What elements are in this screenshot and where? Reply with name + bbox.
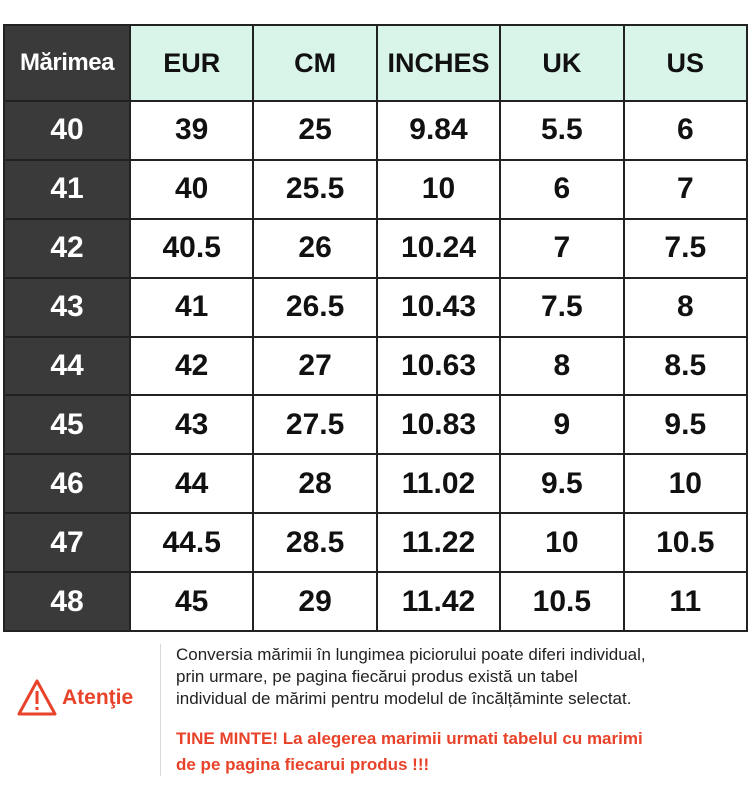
table-cell: 7 <box>499 217 625 279</box>
table-row: 46 44 28 11.02 9.5 10 <box>3 453 749 515</box>
table-cell: 25.5 <box>252 158 378 220</box>
table-cell: 10.83 <box>375 394 502 456</box>
table-cell: 45 <box>128 571 255 632</box>
table-row: 47 44.5 28.5 11.22 10 10.5 <box>3 512 749 573</box>
table-cell: 11.22 <box>375 512 502 573</box>
warning-line: de pe pagina fiecarui produs !!! <box>176 755 430 774</box>
header-cell-eur: EUR <box>128 24 255 102</box>
table-row: 45 43 27.5 10.83 9 9.5 <box>3 394 749 456</box>
table-cell: 28.5 <box>252 512 378 573</box>
table-cell: 10.5 <box>622 512 749 573</box>
table-cell: 9.5 <box>499 453 625 515</box>
row-size-cell: 47 <box>3 512 131 573</box>
table-cell: 40.5 <box>128 217 255 279</box>
attention-block: Atenţie <box>16 678 133 718</box>
warning-triangle-icon <box>17 679 57 716</box>
table-cell: 25 <box>252 100 378 161</box>
table-cell: 44.5 <box>128 512 255 573</box>
table-cell: 10.63 <box>375 335 502 397</box>
table-cell: 7 <box>622 158 749 220</box>
attention-label: Atenţie <box>62 686 134 709</box>
notice-text: Conversia mărimii în lungimea piciorului… <box>176 644 746 710</box>
table-row: 48 45 29 11.42 10.5 11 <box>3 571 749 632</box>
row-size-cell: 43 <box>3 276 131 338</box>
table-cell: 43 <box>128 394 255 456</box>
table-cell: 6 <box>622 100 749 161</box>
table-cell: 10 <box>375 158 502 220</box>
table-row: 41 40 25.5 10 6 7 <box>3 158 749 220</box>
table-row: 43 41 26.5 10.43 7.5 8 <box>3 276 749 338</box>
notice-line: individual de mărimi pentru modelul de î… <box>176 689 632 708</box>
table-cell: 8.5 <box>622 335 749 397</box>
row-size-cell: 46 <box>3 453 131 515</box>
table-cell: 10.5 <box>499 571 625 632</box>
table-body: 40 39 25 9.84 5.5 6 41 40 25.5 10 6 7 42 40.5 26 10.24 7… <box>3 100 749 632</box>
table-cell: 7.5 <box>622 217 749 279</box>
table-cell: 26.5 <box>252 276 378 338</box>
table-cell: 10.43 <box>375 276 502 338</box>
table-row: 44 42 27 10.63 8 8.5 <box>3 335 749 397</box>
notice-divider <box>160 644 161 776</box>
table-header-row: Mărimea EUR CM INCHES UK US <box>3 24 749 102</box>
size-conversion-table: Mărimea EUR CM INCHES UK US 40 39 25 9.84 5.5 6 41 4… <box>3 24 749 632</box>
table-cell: 27.5 <box>252 394 378 456</box>
table-cell: 41 <box>128 276 255 338</box>
table-cell: 10.24 <box>375 217 502 279</box>
header-cell-cm: CM <box>252 24 378 102</box>
notice-line: Conversia mărimii în lungimea piciorului… <box>176 645 646 664</box>
header-cell-uk: UK <box>499 24 625 102</box>
table-cell: 29 <box>252 571 378 632</box>
row-size-cell: 40 <box>3 100 131 161</box>
header-cell-inches: INCHES <box>375 24 502 102</box>
notice-warning: TINE MINTE! La alegerea marimii urmati t… <box>176 726 746 778</box>
table-cell: 28 <box>252 453 378 515</box>
table-cell: 11.42 <box>375 571 502 632</box>
table-cell: 40 <box>128 158 255 220</box>
table-cell: 44 <box>128 453 255 515</box>
table-cell: 11 <box>622 571 749 632</box>
table-cell: 10 <box>499 512 625 573</box>
row-size-cell: 42 <box>3 217 131 279</box>
table-cell: 8 <box>499 335 625 397</box>
notice-section: Atenţie Conversia mărimii în lungimea pi… <box>0 640 750 790</box>
row-size-cell: 45 <box>3 394 131 456</box>
table-cell: 9.5 <box>622 394 749 456</box>
table-cell: 11.02 <box>375 453 502 515</box>
table-cell: 42 <box>128 335 255 397</box>
notice-line: prin urmare, pe pagina fiecărui produs e… <box>176 667 578 686</box>
table-cell: 9 <box>499 394 625 456</box>
table-cell: 5.5 <box>499 100 625 161</box>
table-cell: 26 <box>252 217 378 279</box>
table-cell: 7.5 <box>499 276 625 338</box>
table-cell: 6 <box>499 158 625 220</box>
table-row: 40 39 25 9.84 5.5 6 <box>3 100 749 161</box>
row-size-cell: 44 <box>3 335 131 397</box>
header-cell-size: Mărimea <box>3 24 131 102</box>
row-size-cell: 41 <box>3 158 131 220</box>
row-size-cell: 48 <box>3 571 131 632</box>
table-cell: 8 <box>622 276 749 338</box>
table-cell: 9.84 <box>375 100 502 161</box>
table-cell: 10 <box>622 453 749 515</box>
table-row: 42 40.5 26 10.24 7 7.5 <box>3 217 749 279</box>
header-cell-us: US <box>622 24 749 102</box>
table-cell: 39 <box>128 100 255 161</box>
warning-line: TINE MINTE! La alegerea marimii urmati t… <box>176 729 643 748</box>
table-cell: 27 <box>252 335 378 397</box>
